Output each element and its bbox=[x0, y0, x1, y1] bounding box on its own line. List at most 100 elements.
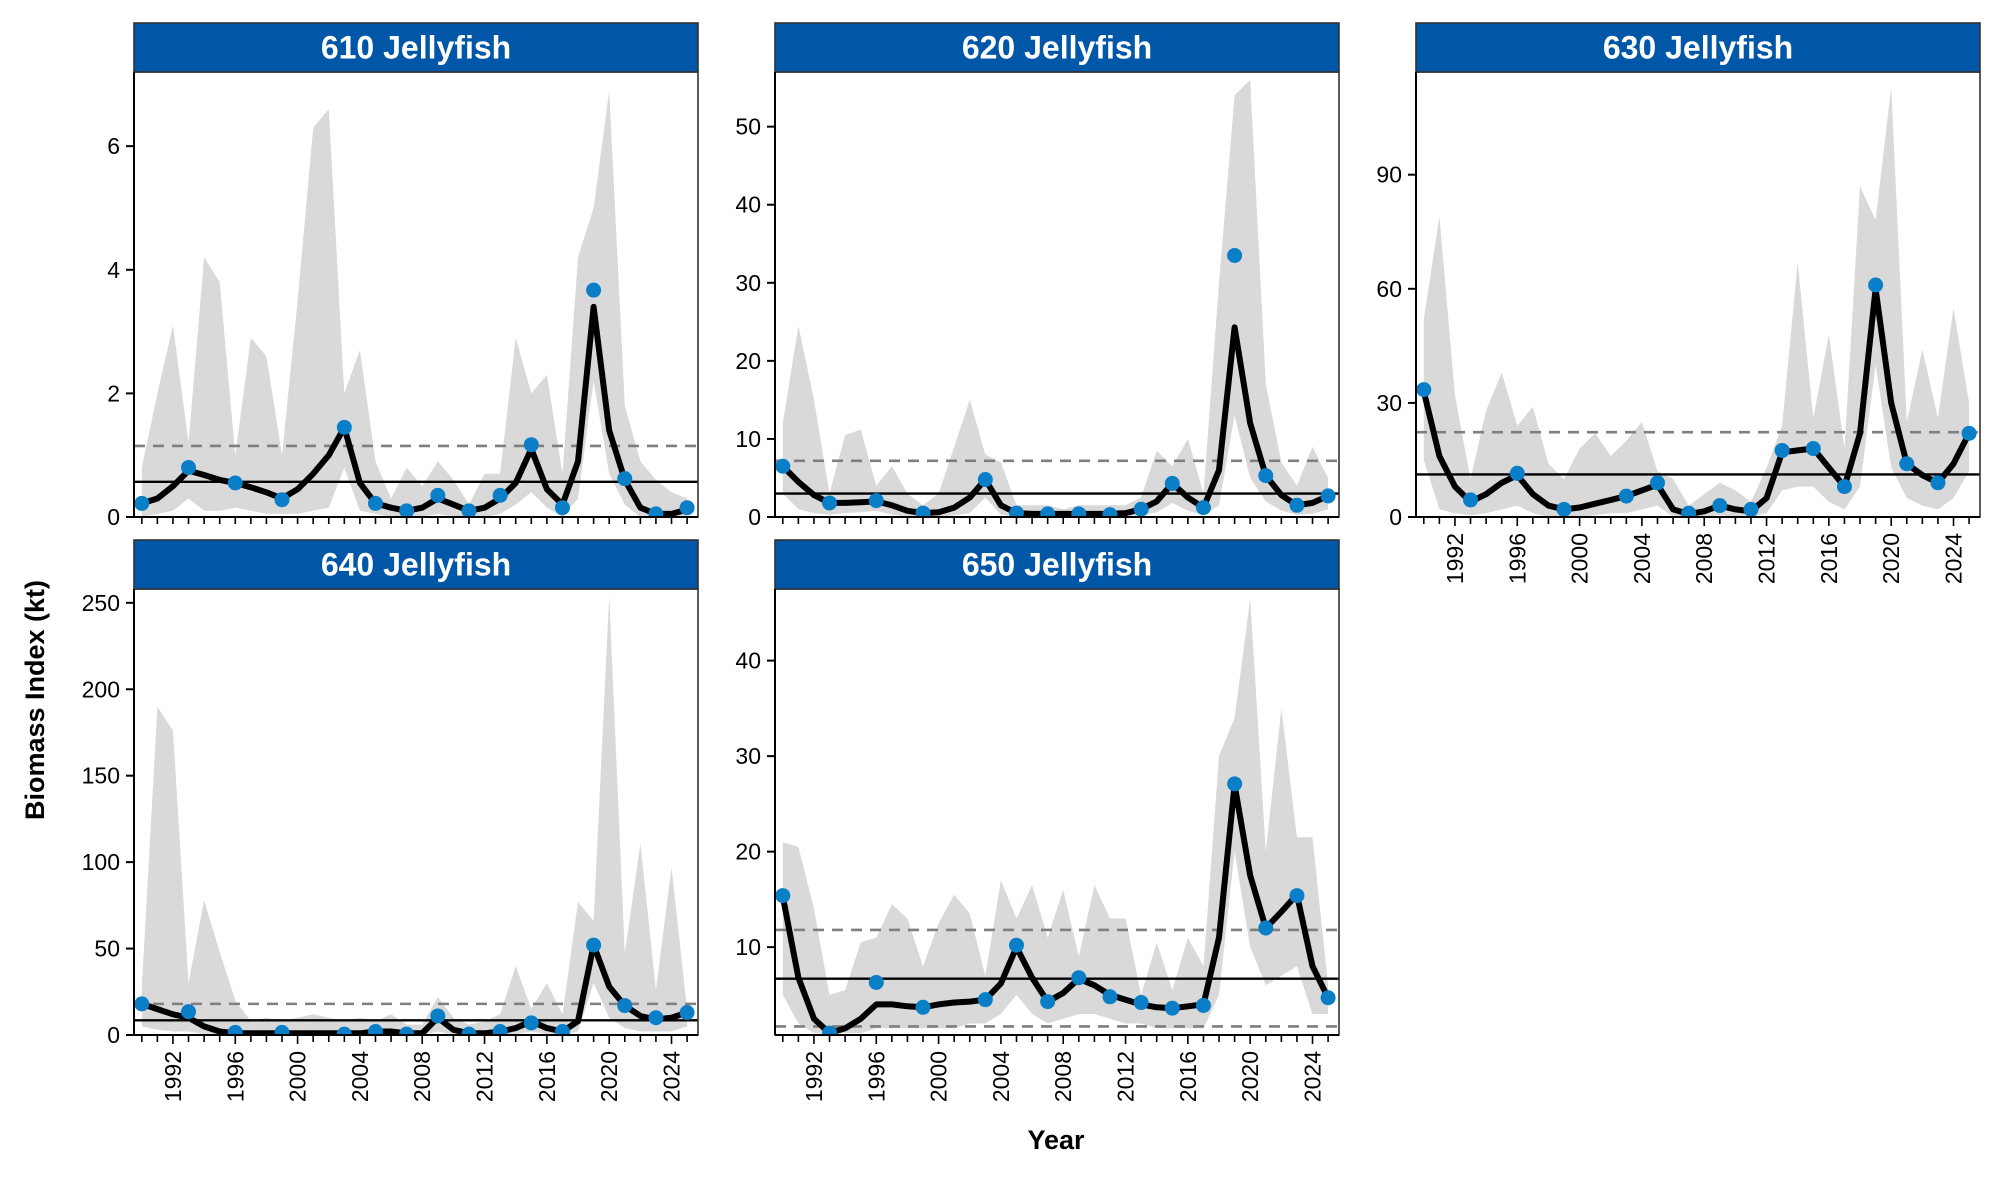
data-point bbox=[1195, 997, 1211, 1013]
data-point bbox=[399, 1026, 415, 1035]
data-point bbox=[336, 419, 352, 435]
panel-strip bbox=[774, 22, 1340, 73]
data-point bbox=[1227, 247, 1243, 263]
y-tick-label: 2 bbox=[107, 380, 120, 406]
data-point bbox=[134, 996, 150, 1012]
y-tick-label: 40 bbox=[735, 648, 761, 674]
data-point bbox=[1463, 492, 1479, 508]
data-point bbox=[1289, 888, 1305, 904]
y-tick-label: 50 bbox=[735, 114, 761, 140]
data-point bbox=[1899, 456, 1915, 472]
data-point bbox=[915, 505, 931, 517]
y-tick-label: 6 bbox=[107, 133, 120, 159]
data-point bbox=[1102, 507, 1118, 517]
y-tick-label: 150 bbox=[82, 763, 120, 789]
x-tick-label: 2012 bbox=[472, 1051, 498, 1102]
data-point bbox=[1133, 995, 1149, 1011]
y-tick-label: 200 bbox=[82, 676, 120, 702]
data-point bbox=[1805, 441, 1821, 457]
data-point bbox=[1289, 497, 1305, 513]
data-point bbox=[1133, 501, 1149, 517]
data-point bbox=[1649, 475, 1665, 491]
y-tick-label: 10 bbox=[735, 426, 761, 452]
x-tick-label: 2000 bbox=[1567, 533, 1593, 584]
data-point bbox=[977, 992, 993, 1008]
data-point bbox=[181, 1004, 197, 1020]
data-point bbox=[554, 1024, 570, 1035]
data-point bbox=[1071, 506, 1087, 517]
data-point bbox=[274, 492, 290, 508]
y-tick-label: 0 bbox=[107, 1022, 120, 1048]
y-tick-label: 60 bbox=[1376, 276, 1402, 302]
data-point bbox=[1195, 500, 1211, 516]
data-point bbox=[1258, 920, 1274, 936]
x-tick-label: 2024 bbox=[659, 1051, 685, 1102]
y-tick-label: 40 bbox=[735, 192, 761, 218]
data-point bbox=[1836, 479, 1852, 495]
data-point bbox=[461, 503, 477, 517]
data-point bbox=[648, 506, 664, 517]
plot-area bbox=[1416, 87, 1980, 517]
data-point bbox=[336, 1026, 352, 1035]
data-point bbox=[1320, 488, 1336, 504]
data-point bbox=[1008, 937, 1024, 953]
data-point bbox=[868, 493, 884, 509]
data-point bbox=[461, 1026, 477, 1035]
data-point bbox=[1930, 475, 1946, 491]
x-tick-label: 2008 bbox=[1050, 1051, 1076, 1102]
data-point bbox=[586, 937, 602, 953]
chart-panel: 640 Jellyfish 0 50 100 150 200 250 1992 1996 2000… bbox=[82, 539, 699, 1102]
data-point bbox=[1040, 994, 1056, 1010]
x-tick-label: 1996 bbox=[222, 1051, 248, 1102]
x-tick-label: 1992 bbox=[160, 1051, 186, 1102]
data-point bbox=[1071, 970, 1087, 986]
x-tick-label: 2012 bbox=[1113, 1051, 1139, 1102]
data-point bbox=[648, 1010, 664, 1026]
x-tick-label: 2016 bbox=[1175, 1051, 1201, 1102]
data-point bbox=[1102, 989, 1118, 1005]
x-tick-label: 2000 bbox=[285, 1051, 311, 1102]
x-tick-label: 2024 bbox=[1300, 1051, 1326, 1102]
y-tick-label: 10 bbox=[735, 934, 761, 960]
panel-title: 640 Jellyfish bbox=[321, 547, 511, 583]
data-point bbox=[1320, 990, 1336, 1006]
x-tick-label: 2000 bbox=[926, 1051, 952, 1102]
data-point bbox=[679, 1005, 695, 1021]
x-tick-label: 2020 bbox=[596, 1051, 622, 1102]
data-point bbox=[775, 458, 791, 474]
data-point bbox=[1040, 506, 1056, 517]
panel-title: 620 Jellyfish bbox=[962, 30, 1152, 66]
panel-strip bbox=[1415, 22, 1981, 73]
data-point bbox=[1227, 776, 1243, 792]
confidence-ribbon bbox=[1423, 87, 1970, 517]
data-point bbox=[492, 487, 508, 503]
data-point bbox=[977, 472, 993, 488]
data-point bbox=[134, 495, 150, 511]
x-tick-label: 2004 bbox=[1629, 533, 1655, 584]
data-point bbox=[430, 487, 446, 503]
y-tick-label: 100 bbox=[82, 849, 120, 875]
data-point bbox=[775, 888, 791, 904]
data-point bbox=[1509, 465, 1525, 481]
data-point bbox=[523, 437, 539, 453]
x-tick-label: 2012 bbox=[1754, 533, 1780, 584]
x-tick-label: 1996 bbox=[863, 1051, 889, 1102]
plot-area bbox=[775, 79, 1339, 517]
x-tick-label: 2008 bbox=[1691, 533, 1717, 584]
data-point bbox=[523, 1015, 539, 1031]
data-point bbox=[1258, 468, 1274, 484]
chart-panel: 610 Jellyfish 0 2 4 6 bbox=[107, 22, 699, 530]
panel-strip bbox=[133, 22, 699, 73]
data-point bbox=[1743, 501, 1759, 517]
data-point bbox=[617, 471, 633, 487]
x-tick-label: 2024 bbox=[1941, 533, 1967, 584]
data-point bbox=[1618, 488, 1634, 504]
data-point bbox=[492, 1024, 508, 1035]
data-point bbox=[1681, 505, 1697, 517]
y-tick-label: 50 bbox=[94, 936, 120, 962]
y-tick-label: 20 bbox=[735, 348, 761, 374]
data-point bbox=[430, 1008, 446, 1024]
data-point bbox=[868, 974, 884, 990]
data-point bbox=[1416, 382, 1432, 398]
data-point bbox=[181, 460, 197, 476]
